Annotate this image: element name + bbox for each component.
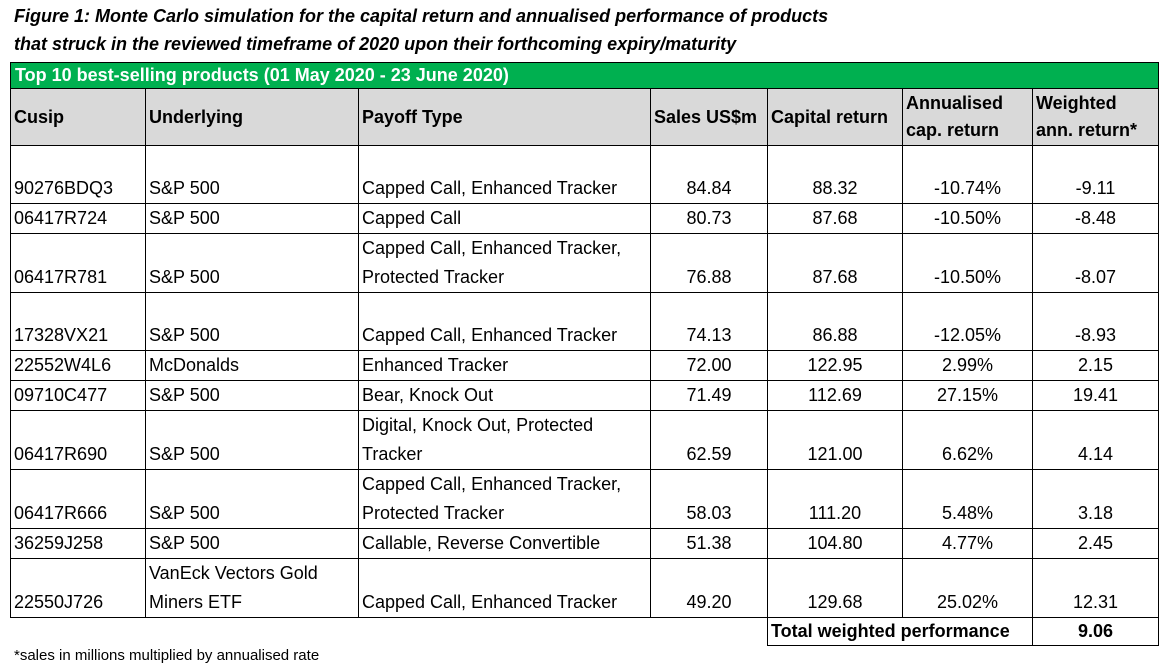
payoff-type-cell: Bear, Knock Out bbox=[358, 380, 651, 411]
product-row: 17328VX21 S&P 500 Capped Call, Enhanced Tr… bbox=[10, 292, 1160, 351]
annualised-return-cell: 27.15% bbox=[902, 380, 1033, 411]
header-underlying: Underlying bbox=[145, 88, 359, 146]
annualised-return-cell: -12.05% bbox=[902, 292, 1033, 351]
capital-return-cell: 122.95 bbox=[767, 350, 903, 381]
sales-cell: 74.13 bbox=[650, 292, 768, 351]
cusip-cell: 22552W4L6 bbox=[10, 350, 146, 381]
header-sales: Sales US$m bbox=[650, 88, 768, 146]
annualised-return-cell: 4.77% bbox=[902, 528, 1033, 559]
weighted-return-cell: -8.93 bbox=[1031, 292, 1160, 351]
cusip-cell: 90276BDQ3 bbox=[10, 145, 146, 204]
capital-return-cell: 104.80 bbox=[767, 528, 903, 559]
payoff-type-cell: Callable, Reverse Convertible bbox=[358, 528, 651, 559]
underlying-cell: S&P 500 bbox=[145, 233, 359, 293]
banner-row: Top 10 best-selling products (01 May 202… bbox=[9, 62, 1160, 89]
capital-return-cell: 121.00 bbox=[767, 410, 903, 470]
cusip-cell: 09710C477 bbox=[10, 380, 146, 411]
product-row: 22550J726 VanEck Vectors Gold Miners ETF C… bbox=[10, 558, 1160, 618]
product-row: 22552W4L6 McDonalds Enhanced Tracker 72.00 1… bbox=[10, 350, 1160, 381]
annualised-return-cell: 5.48% bbox=[902, 469, 1033, 529]
header-weighted-return: Weighted ann. return* bbox=[1031, 88, 1160, 146]
sales-cell: 80.73 bbox=[650, 203, 768, 234]
product-row: 06417R781 S&P 500 Capped Call, Enhanced Tr… bbox=[10, 233, 1160, 293]
payoff-type-cell: Digital, Knock Out, Protected Tracker bbox=[358, 410, 651, 470]
header-row: Cusip Underlying Payoff Type Sales US$m Capi… bbox=[10, 88, 1160, 146]
sales-cell: 84.84 bbox=[650, 145, 768, 204]
weighted-return-cell: 2.15 bbox=[1031, 350, 1160, 381]
cusip-cell: 06417R690 bbox=[10, 410, 146, 470]
payoff-type-cell: Capped Call bbox=[358, 203, 651, 234]
capital-return-cell: 88.32 bbox=[767, 145, 903, 204]
sales-cell: 72.00 bbox=[650, 350, 768, 381]
annualised-return-cell: 6.62% bbox=[902, 410, 1033, 470]
sales-cell: 51.38 bbox=[650, 528, 768, 559]
underlying-cell: S&P 500 bbox=[145, 528, 359, 559]
capital-return-cell: 87.68 bbox=[767, 233, 903, 293]
product-row: 36259J258 S&P 500 Callable, Reverse Conver… bbox=[10, 528, 1160, 559]
header-cusip: Cusip bbox=[10, 88, 146, 146]
product-row: 90276BDQ3 S&P 500 Capped Call, Enhanced Tr… bbox=[10, 145, 1160, 204]
figure-title-line: Figure 1: Monte Carlo simulation for the… bbox=[14, 6, 829, 26]
capital-return-cell: 86.88 bbox=[767, 292, 903, 351]
capital-return-cell: 112.69 bbox=[767, 380, 903, 411]
sales-cell: 76.88 bbox=[650, 233, 768, 293]
blank-cell bbox=[11, 618, 768, 646]
footnote: *sales in millions multiplied by annuali… bbox=[14, 647, 320, 664]
underlying-cell: S&P 500 bbox=[145, 469, 359, 529]
banner: Top 10 best-selling products (01 May 202… bbox=[9, 62, 1160, 89]
annualised-return-cell: -10.50% bbox=[902, 203, 1033, 234]
header-payoff-type: Payoff Type bbox=[358, 88, 651, 146]
capital-return-cell: 129.68 bbox=[767, 558, 903, 618]
weighted-return-cell: 12.31 bbox=[1031, 558, 1160, 618]
weighted-return-cell: -8.48 bbox=[1031, 203, 1160, 234]
capital-return-cell: 111.20 bbox=[767, 469, 903, 529]
payoff-type-cell: Capped Call, Enhanced Tracker bbox=[358, 292, 651, 351]
underlying-cell: S&P 500 bbox=[145, 410, 359, 470]
capital-return-cell: 87.68 bbox=[767, 203, 903, 234]
cusip-cell: 17328VX21 bbox=[10, 292, 146, 351]
annualised-return-cell: -10.50% bbox=[902, 233, 1033, 293]
weighted-return-cell: 19.41 bbox=[1031, 380, 1160, 411]
product-row: 06417R690 S&P 500 Digital, Knock Out, Prot… bbox=[10, 410, 1160, 470]
product-row: 06417R666 S&P 500 Capped Call, Enhanced Tr… bbox=[10, 469, 1160, 529]
cusip-cell: 36259J258 bbox=[10, 528, 146, 559]
annualised-return-cell: 25.02% bbox=[902, 558, 1033, 618]
annualised-return-cell: 2.99% bbox=[902, 350, 1033, 381]
underlying-cell: S&P 500 bbox=[145, 203, 359, 234]
cusip-cell: 06417R666 bbox=[10, 469, 146, 529]
underlying-cell: S&P 500 bbox=[145, 145, 359, 204]
cusip-cell: 06417R781 bbox=[10, 233, 146, 293]
cusip-cell: 22550J726 bbox=[10, 558, 146, 618]
underlying-cell: S&P 500 bbox=[145, 380, 359, 411]
total-row: Total weighted performance 9.06 bbox=[11, 617, 1160, 646]
product-row: 09710C477 S&P 500 Bear, Knock Out 71.49 112.… bbox=[10, 380, 1160, 411]
total-label: Total weighted performance bbox=[767, 617, 1033, 646]
weighted-return-cell: -9.11 bbox=[1031, 145, 1160, 204]
sales-cell: 49.20 bbox=[650, 558, 768, 618]
sales-cell: 58.03 bbox=[650, 469, 768, 529]
underlying-cell: S&P 500 bbox=[145, 292, 359, 351]
products-table: Top 10 best-selling products (01 May 202… bbox=[9, 62, 1160, 646]
figure-title-line: that struck in the reviewed timeframe of… bbox=[14, 34, 737, 54]
product-row: 06417R724 S&P 500 Capped Call 80.73 87.68 -10… bbox=[10, 203, 1160, 234]
weighted-return-cell: 3.18 bbox=[1031, 469, 1160, 529]
payoff-type-cell: Enhanced Tracker bbox=[358, 350, 651, 381]
cusip-cell: 06417R724 bbox=[10, 203, 146, 234]
underlying-cell: McDonalds bbox=[145, 350, 359, 381]
payoff-type-cell: Capped Call, Enhanced Tracker, Protected… bbox=[358, 233, 651, 293]
payoff-type-cell: Capped Call, Enhanced Tracker bbox=[358, 145, 651, 204]
payoff-type-cell: Capped Call, Enhanced Tracker bbox=[358, 558, 651, 618]
header-annualised-return: Annualised cap. return bbox=[902, 88, 1033, 146]
sales-cell: 71.49 bbox=[650, 380, 768, 411]
sales-cell: 62.59 bbox=[650, 410, 768, 470]
header-capital-return: Capital return bbox=[767, 88, 903, 146]
weighted-return-cell: 2.45 bbox=[1031, 528, 1160, 559]
weighted-return-cell: -8.07 bbox=[1031, 233, 1160, 293]
annualised-return-cell: -10.74% bbox=[902, 145, 1033, 204]
payoff-type-cell: Capped Call, Enhanced Tracker, Protected… bbox=[358, 469, 651, 529]
weighted-return-cell: 4.14 bbox=[1031, 410, 1160, 470]
total-value: 9.06 bbox=[1031, 617, 1160, 646]
underlying-cell: VanEck Vectors Gold Miners ETF bbox=[145, 558, 359, 618]
